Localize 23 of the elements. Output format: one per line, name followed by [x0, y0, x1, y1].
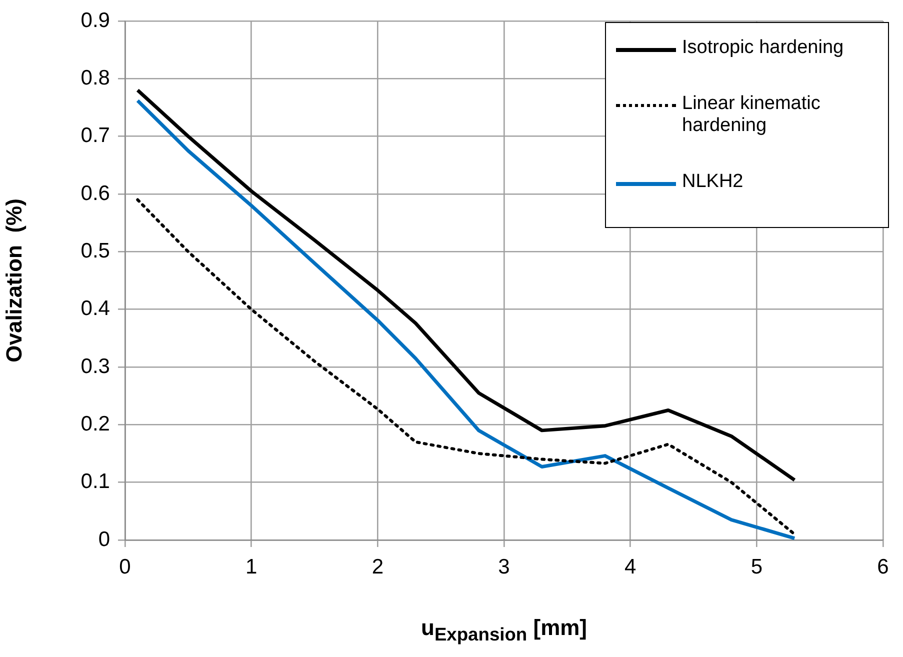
- x-tick-label: 3: [498, 555, 510, 578]
- x-tick-label: 4: [624, 555, 636, 578]
- x-tick-label: 0: [119, 555, 131, 578]
- x-tick-label: 2: [372, 555, 384, 578]
- y-axis-title: Ovalization (%): [1, 198, 26, 362]
- x-axis-title: u$_{Expansion}$ [mm]: [420, 615, 588, 646]
- x-tick-label: 6: [877, 555, 889, 578]
- y-tick-label: 0.2: [80, 412, 110, 436]
- legend-label: NLKH2: [682, 171, 744, 193]
- x-tick-label: 5: [750, 555, 763, 578]
- legend-label: Isotropic hardening: [682, 37, 844, 59]
- line-series: [136, 198, 796, 536]
- y-tick-label: 0: [98, 528, 110, 551]
- y-tick-label: 0.4: [80, 297, 110, 320]
- legend-label: Linear kinematic hardening: [682, 93, 822, 137]
- x-tick-label: 1: [245, 555, 258, 578]
- y-tick-label: 0.8: [80, 66, 110, 90]
- y-tick-label: 0.1: [80, 470, 110, 494]
- y-tick-label: 0.5: [80, 239, 110, 262]
- y-tick-label: 0.9: [80, 8, 110, 32]
- y-tick-label: 0.3: [80, 354, 110, 378]
- y-tick-label: 0.6: [80, 182, 110, 205]
- y-tick-label: 0.7: [80, 124, 110, 148]
